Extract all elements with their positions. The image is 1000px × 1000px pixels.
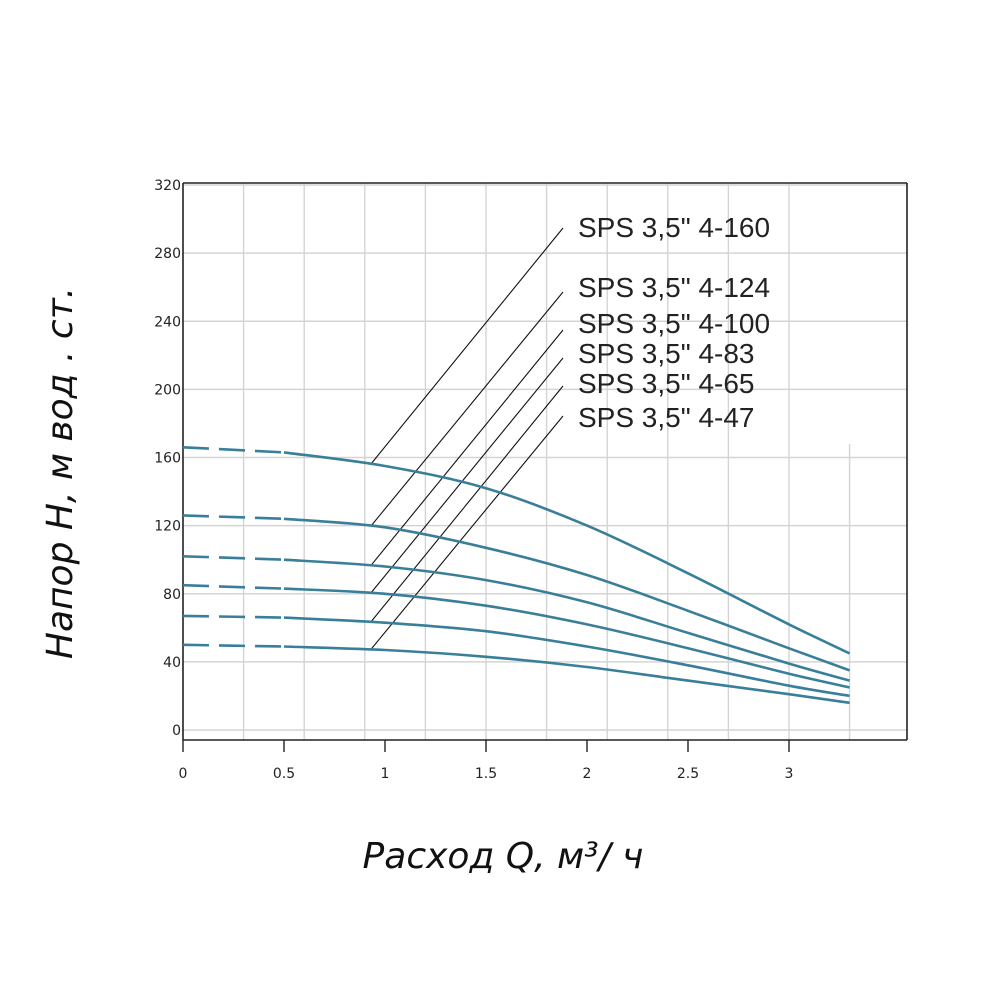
series-line — [283, 451, 851, 655]
series-labels: SPS 3,5" 4-160 SPS 3,5" 4-124 SPS 3,5" 4-1… — [578, 212, 770, 433]
y-tick-label: 40 — [163, 655, 181, 671]
y-axis-title: Напор H, м вод . ст. — [40, 287, 81, 659]
leader-line — [370, 291, 564, 527]
series-line-dashed — [182, 446, 285, 454]
y-tick-label: 280 — [154, 246, 181, 262]
series-label: SPS 3,5" 4-47 — [578, 402, 755, 433]
series-line — [283, 558, 850, 682]
y-tick-label: 80 — [163, 587, 181, 603]
leader-line — [370, 329, 564, 566]
y-tick-label: 320 — [154, 178, 181, 194]
x-tick-label: 0.5 — [273, 766, 295, 782]
leader-line — [370, 385, 564, 623]
y-tick-label: 0 — [172, 723, 181, 739]
series-line-dashed — [182, 614, 285, 619]
series-label: SPS 3,5" 4-65 — [578, 368, 755, 399]
leader-lines — [370, 227, 564, 650]
series-line-dashed — [182, 514, 285, 521]
x-axis-ticks: 0 0.5 1 1.5 2 2.5 3 — [179, 740, 794, 782]
series-line — [283, 587, 850, 689]
x-tick-label: 3 — [785, 766, 794, 782]
series-label: SPS 3,5" 4-160 — [578, 212, 770, 243]
series-line — [283, 517, 851, 672]
leader-line — [370, 227, 564, 465]
y-tick-label: 240 — [154, 314, 181, 330]
leader-line — [370, 357, 564, 594]
series-label: SPS 3,5" 4-124 — [578, 272, 770, 303]
x-tick-label: 1 — [381, 766, 390, 782]
x-tick-label: 1.5 — [475, 766, 497, 782]
x-axis-title: Расход Q, м³/ ч — [363, 836, 644, 877]
series-line-dashed — [182, 643, 285, 648]
series-line-dashed — [182, 555, 285, 561]
series-label: SPS 3,5" 4-83 — [578, 338, 755, 369]
grid — [183, 183, 907, 740]
series-line — [283, 645, 850, 705]
series-label: SPS 3,5" 4-100 — [578, 308, 770, 339]
x-tick-label: 2.5 — [677, 766, 699, 782]
x-tick-label: 0 — [179, 766, 188, 782]
y-tick-label: 160 — [154, 451, 181, 467]
series-lines — [182, 446, 851, 705]
y-tick-label: 200 — [154, 382, 181, 398]
y-tick-label: 120 — [154, 519, 181, 535]
plot-frame — [182, 182, 908, 741]
series-line-dashed — [182, 583, 285, 590]
y-axis-ticks: 0 40 80 120 160 200 240 280 320 — [154, 178, 181, 739]
leader-line — [370, 415, 564, 650]
x-tick-label: 2 — [583, 766, 592, 782]
series-line — [283, 616, 850, 698]
